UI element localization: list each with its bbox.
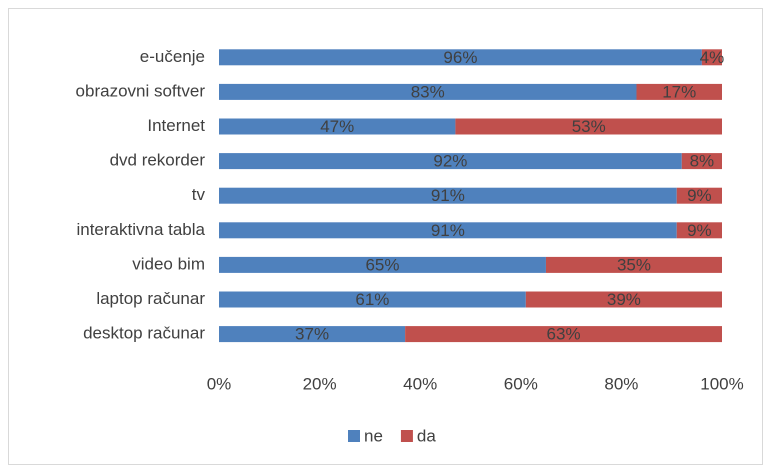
category-label: dvd rekorder [110, 151, 206, 170]
data-label: 9% [687, 186, 712, 205]
data-label: 37% [295, 325, 329, 344]
bar-segment [219, 291, 526, 308]
bar-segment [701, 49, 722, 66]
x-tick-label: 0% [207, 374, 232, 393]
bar-segment [676, 222, 722, 239]
category-label: interaktivna tabla [76, 220, 205, 239]
bar-segment [525, 291, 722, 308]
bar-segment [681, 153, 722, 170]
category-label: e-učenje [140, 47, 205, 66]
bar-segment [219, 118, 456, 135]
x-tick-label: 100% [700, 374, 743, 393]
legend-swatch [348, 430, 360, 442]
data-label: 92% [433, 152, 467, 171]
x-tick-label: 80% [604, 374, 638, 393]
data-label: 8% [690, 152, 715, 171]
category-label: obrazovni softver [76, 81, 206, 100]
bar-segment [219, 153, 682, 170]
category-label: video bim [132, 254, 205, 273]
bar-segment [219, 222, 677, 239]
data-label: 91% [431, 186, 465, 205]
data-label: 4% [700, 48, 725, 67]
x-tick-label: 20% [303, 374, 337, 393]
bar-segment [219, 326, 406, 343]
data-label: 47% [320, 117, 354, 136]
legend-label: ne [364, 426, 383, 445]
bar-segment [405, 326, 722, 343]
data-label: 91% [431, 221, 465, 240]
category-label: desktop računar [83, 324, 205, 343]
data-label: 65% [365, 255, 399, 274]
legend-swatch [400, 430, 413, 442]
data-label: 61% [355, 290, 389, 309]
category-label: Internet [147, 116, 205, 135]
bar-segment [219, 49, 702, 66]
data-label: 63% [547, 325, 581, 344]
bar-segment [676, 187, 722, 204]
data-label: 35% [617, 255, 651, 274]
category-label: laptop računar [96, 289, 205, 308]
bar-segment [219, 83, 637, 100]
data-label: 9% [687, 221, 712, 240]
x-tick-label: 40% [403, 374, 437, 393]
bar-segment [219, 187, 677, 204]
data-label: 96% [443, 48, 477, 67]
data-label: 83% [411, 82, 445, 101]
category-label: tv [192, 185, 206, 204]
data-label: 17% [662, 82, 696, 101]
bar-segment [455, 118, 722, 135]
bar-segment [219, 256, 546, 273]
data-label: 53% [572, 117, 606, 136]
bar-segment [636, 83, 722, 100]
data-label: 39% [607, 290, 641, 309]
bar-segment [545, 256, 722, 273]
x-tick-label: 60% [504, 374, 538, 393]
legend-label: da [417, 426, 436, 445]
